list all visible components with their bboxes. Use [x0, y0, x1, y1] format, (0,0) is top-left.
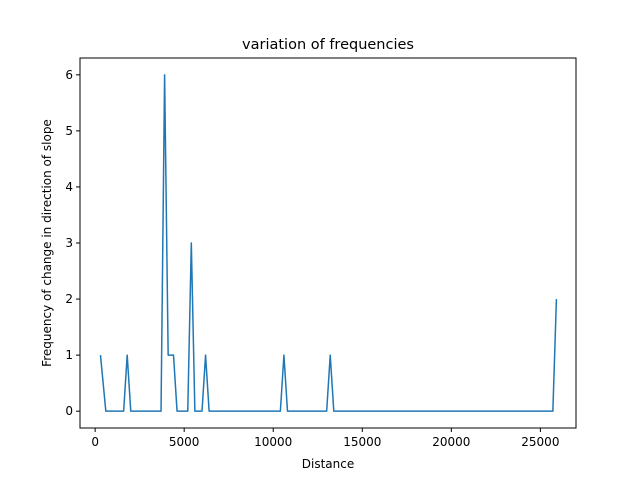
y-tick-label: 4	[65, 180, 73, 194]
x-tick-label: 0	[91, 435, 99, 449]
x-tick-label: 25000	[521, 435, 559, 449]
x-tick-label: 5000	[169, 435, 200, 449]
y-tick-label: 0	[65, 404, 73, 418]
x-tick-label: 15000	[343, 435, 381, 449]
y-tick-label: 3	[65, 236, 73, 250]
y-axis-label: Frequency of change in direction of slop…	[40, 119, 54, 367]
x-axis-label: Distance	[302, 457, 354, 471]
plot-area	[99, 74, 558, 412]
y-tick-label: 1	[65, 348, 73, 362]
chart-title: variation of frequencies	[242, 37, 414, 53]
x-tick-label: 10000	[254, 435, 292, 449]
x-tick-label: 20000	[432, 435, 470, 449]
y-tick-label: 2	[65, 292, 73, 306]
series-line-0	[99, 74, 558, 412]
y-axis: 0 1 2 3 4 5 6	[65, 68, 80, 418]
y-tick-label: 5	[65, 124, 73, 138]
x-axis: 0 5000 10000 15000 20000 25000	[91, 428, 559, 449]
y-tick-label: 6	[65, 68, 73, 82]
